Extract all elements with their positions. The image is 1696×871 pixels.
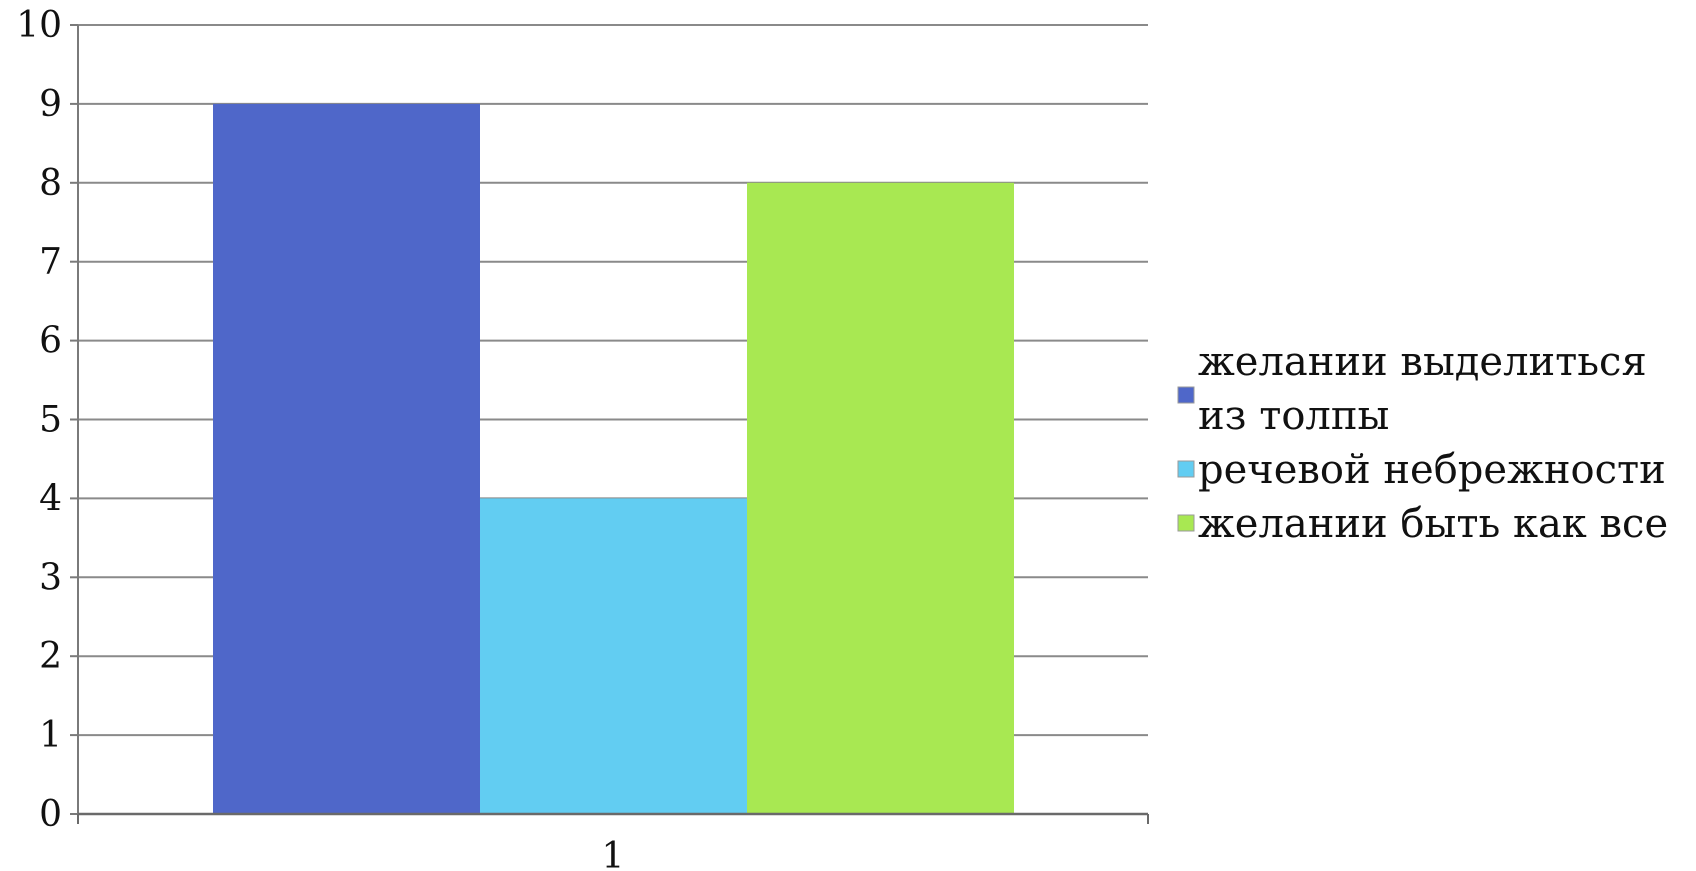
- x-tick-label: 1: [602, 836, 625, 871]
- y-tick-label: 9: [39, 84, 62, 125]
- y-tick-label: 1: [39, 715, 62, 756]
- bar-series-3: [747, 182, 1014, 815]
- y-tick-label: 2: [39, 636, 62, 677]
- legend-swatch-2: [1177, 460, 1195, 478]
- y-tick-label: 7: [39, 242, 62, 283]
- y-tick-label: 10: [16, 5, 62, 46]
- y-tick-label: 5: [39, 400, 62, 441]
- y-tick-labels: 0 1 2 3 4 5 6 7 8 9 10: [16, 5, 62, 835]
- y-tick-label: 4: [39, 478, 62, 519]
- bars: [213, 103, 1014, 815]
- legend-label-1: из толпы: [1198, 393, 1389, 439]
- legend-label-3: желании быть как все: [1198, 501, 1668, 547]
- legend-label-2: речевой небрежности: [1198, 447, 1666, 493]
- y-tick-label: 3: [39, 557, 62, 598]
- bar-series-1: [213, 103, 480, 814]
- legend-swatch-1: [1177, 386, 1195, 404]
- x-tick-labels: 1: [602, 836, 625, 871]
- legend: желании выделиться из толпы речевой небреж…: [1177, 339, 1668, 547]
- axes: [70, 24, 1149, 824]
- y-tick-label: 8: [39, 163, 62, 204]
- y-tick-label: 0: [39, 794, 62, 835]
- y-tick-label: 6: [39, 321, 62, 362]
- legend-label-1: желании выделиться: [1198, 339, 1647, 385]
- bar-series-2: [480, 498, 747, 814]
- legend-swatch-3: [1177, 514, 1195, 532]
